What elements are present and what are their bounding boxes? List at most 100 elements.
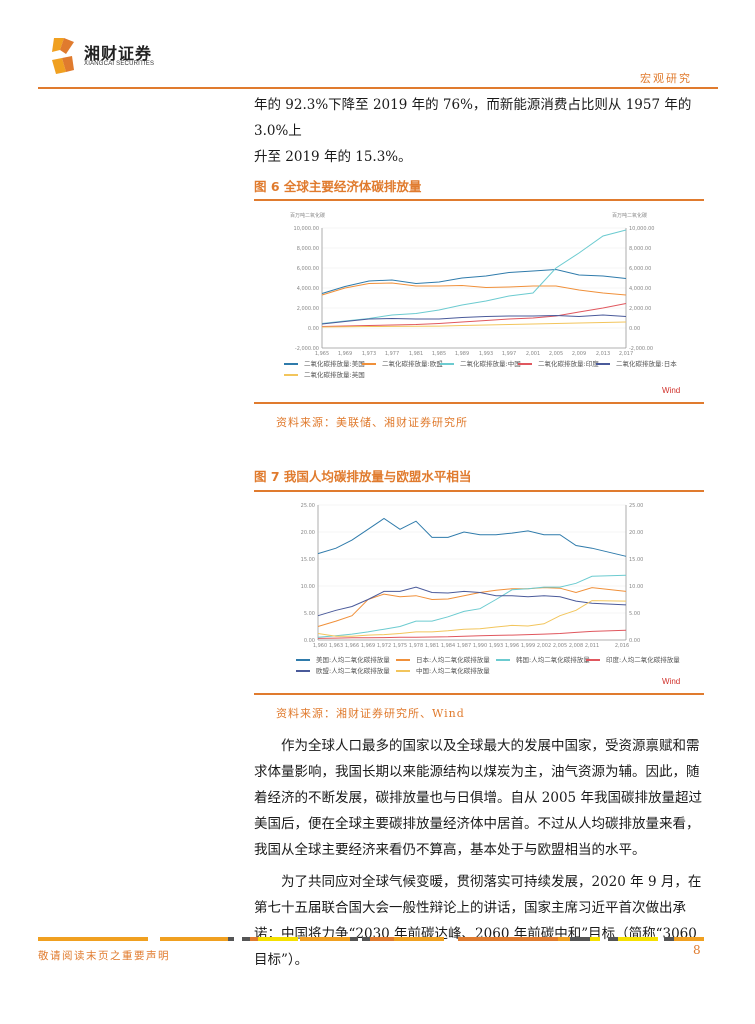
svg-text:2,009: 2,009 — [572, 351, 586, 357]
header-divider — [38, 87, 718, 89]
legend-item: 日本:人均二氧化碳排放量 — [396, 654, 490, 664]
svg-text:0.00: 0.00 — [308, 326, 319, 332]
svg-text:2,000.00: 2,000.00 — [629, 306, 651, 312]
svg-text:2,016: 2,016 — [615, 643, 629, 649]
xiangcai-logo-icon — [52, 38, 74, 74]
svg-text:1,973: 1,973 — [362, 351, 376, 357]
body-text: 作为全球人口最多的国家以及全球最大的发展中国家，受资源禀赋和需求体量影响，我国长… — [254, 733, 704, 973]
footer-decorative-bar — [38, 937, 704, 941]
svg-text:10.00: 10.00 — [301, 584, 315, 590]
section-label: 宏观研究 — [640, 72, 692, 85]
legend-item: 欧盟:人均二氧化碳排放量 — [296, 665, 390, 675]
svg-text:2,011: 2,011 — [585, 643, 599, 649]
svg-text:8,000.00: 8,000.00 — [629, 246, 651, 252]
svg-text:1,963: 1,963 — [329, 643, 343, 649]
svg-text:1,993: 1,993 — [489, 643, 503, 649]
svg-text:1,990: 1,990 — [473, 643, 487, 649]
svg-text:1,996: 1,996 — [505, 643, 519, 649]
svg-text:1,969: 1,969 — [361, 643, 375, 649]
svg-text:20.00: 20.00 — [301, 530, 315, 536]
svg-text:5.00: 5.00 — [629, 611, 640, 617]
svg-text:25.00: 25.00 — [301, 503, 315, 509]
y-right-unit: 百万吨二氧化碳 — [612, 212, 647, 219]
svg-text:-2,000.00: -2,000.00 — [295, 346, 319, 352]
figure7-bottom-rule — [254, 693, 704, 695]
body-paragraph-2: 为了共同应对全球气候变暖，贯彻落实可持续发展，2020 年 9 月，在第七十五届… — [254, 874, 702, 968]
svg-text:1,985: 1,985 — [432, 351, 446, 357]
legend-item: 二氧化碳排放量:日本 — [596, 358, 677, 368]
figure7-plot: 25.00 20.00 15.00 10.00 5.00 0.00 25.00 20.00… — [301, 503, 644, 649]
svg-text:8,000.00: 8,000.00 — [297, 246, 319, 252]
svg-text:15.00: 15.00 — [629, 557, 643, 563]
svg-text:4,000.00: 4,000.00 — [297, 286, 319, 292]
svg-text:0.00: 0.00 — [629, 638, 640, 644]
svg-text:1,981: 1,981 — [409, 351, 423, 357]
svg-text:1,977: 1,977 — [385, 351, 399, 357]
svg-text:10,000.00: 10,000.00 — [629, 226, 654, 232]
svg-text:1,966: 1,966 — [345, 643, 359, 649]
logo-chinese-name: 湘财证券 — [84, 44, 153, 63]
figure6-plot: 百万吨二氧化碳 百万吨二氧化碳 10,000.00 8,000.00 6,000.0… — [290, 212, 654, 357]
legend-item: 中国:人均二氧化碳排放量 — [396, 665, 490, 675]
svg-text:25.00: 25.00 — [629, 503, 643, 509]
svg-text:10.00: 10.00 — [629, 584, 643, 590]
svg-text:1,987: 1,987 — [457, 643, 471, 649]
figure6-watermark: Wind — [662, 386, 681, 395]
figure6-bottom-rule — [254, 402, 704, 404]
svg-text:2,005: 2,005 — [549, 351, 563, 357]
svg-text:1,999: 1,999 — [521, 643, 535, 649]
body-paragraph-1: 作为全球人口最多的国家以及全球最大的发展中国家，受资源禀赋和需求体量影响，我国长… — [254, 738, 702, 858]
figure7-source: 资料来源：湘财证券研究所、Wind — [276, 707, 465, 720]
svg-text:6,000.00: 6,000.00 — [297, 266, 319, 272]
figure7-chart: 25.00 20.00 15.00 10.00 5.00 0.00 25.00 20.00… — [276, 497, 686, 689]
svg-text:-2,000.00: -2,000.00 — [629, 346, 653, 352]
intro-line-1: 年的 92.3%下降至 2019 年的 76%，而新能源消费占比则从 1957 … — [254, 97, 692, 139]
legend-item: 印度:人均二氧化碳排放量 — [586, 654, 680, 664]
intro-paragraph: 年的 92.3%下降至 2019 年的 76%，而新能源消费占比则从 1957 … — [254, 92, 704, 170]
legend-item: 二氧化碳排放量:美国 — [284, 358, 365, 368]
svg-text:1,969: 1,969 — [338, 351, 352, 357]
legend-item: 二氧化碳排放量:中国 — [440, 358, 521, 368]
svg-text:1,978: 1,978 — [409, 643, 423, 649]
y-left-unit: 百万吨二氧化碳 — [290, 212, 325, 219]
svg-text:1,960: 1,960 — [313, 643, 327, 649]
figure7-legend: 美国:人均二氧化碳排放量 日本:人均二氧化碳排放量 韩国:人均二氧化碳排放量 印… — [296, 654, 686, 676]
svg-text:10,000.00: 10,000.00 — [294, 226, 319, 232]
page-number: 8 — [693, 943, 701, 957]
svg-text:5.00: 5.00 — [304, 611, 315, 617]
logo-english-name: XIANGCAI SECURITIES — [84, 61, 155, 67]
disclaimer-note: 敬请阅读末页之重要声明 — [38, 950, 170, 962]
svg-text:2,013: 2,013 — [596, 351, 610, 357]
svg-text:4,000.00: 4,000.00 — [629, 286, 651, 292]
legend-item: 二氧化碳排放量:欧盟 — [362, 358, 443, 368]
figure7-watermark: Wind — [662, 677, 681, 686]
svg-text:20.00: 20.00 — [629, 530, 643, 536]
svg-text:1,975: 1,975 — [393, 643, 407, 649]
svg-text:1,997: 1,997 — [502, 351, 516, 357]
figure6-source: 资料来源：美联储、湘财证券研究所 — [276, 416, 468, 429]
legend-item: 美国:人均二氧化碳排放量 — [296, 654, 390, 664]
figure6-title: 图 6 全球主要经济体碳排放量 — [254, 179, 422, 194]
figure7-top-rule — [254, 490, 704, 492]
figure6-legend: 二氧化碳排放量:美国 二氧化碳排放量:欧盟 二氧化碳排放量:中国 二氧化碳排放量… — [284, 358, 684, 380]
svg-text:15.00: 15.00 — [301, 557, 315, 563]
svg-text:1,972: 1,972 — [377, 643, 391, 649]
legend-item: 二氧化碳排放量:印度 — [518, 358, 599, 368]
legend-item: 二氧化碳排放量:英国 — [284, 369, 365, 379]
svg-text:2,005: 2,005 — [553, 643, 567, 649]
figure6-top-rule — [254, 199, 704, 201]
legend-item: 韩国:人均二氧化碳排放量 — [496, 654, 590, 664]
svg-text:2,000.00: 2,000.00 — [297, 306, 319, 312]
svg-text:2,001: 2,001 — [526, 351, 540, 357]
svg-text:1,984: 1,984 — [441, 643, 455, 649]
svg-text:1,989: 1,989 — [455, 351, 469, 357]
svg-text:2,017: 2,017 — [619, 351, 633, 357]
figure6-chart: 百万吨二氧化碳 百万吨二氧化碳 10,000.00 8,000.00 6,000.0… — [276, 208, 686, 398]
svg-text:2,002: 2,002 — [537, 643, 551, 649]
svg-text:1,981: 1,981 — [425, 643, 439, 649]
svg-text:6,000.00: 6,000.00 — [629, 266, 651, 272]
svg-text:0.00: 0.00 — [629, 326, 640, 332]
svg-text:1,993: 1,993 — [479, 351, 493, 357]
svg-text:0.00: 0.00 — [304, 638, 315, 644]
figure7-title: 图 7 我国人均碳排放量与欧盟水平相当 — [254, 469, 472, 484]
